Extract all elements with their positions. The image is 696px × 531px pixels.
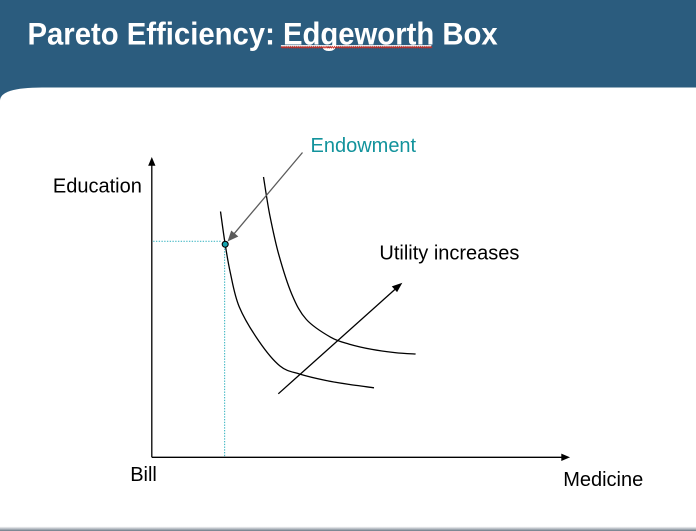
svg-text:Education: Education bbox=[53, 176, 142, 198]
svg-text:Endowment: Endowment bbox=[311, 135, 417, 157]
svg-text:Utility increases: Utility increases bbox=[379, 243, 519, 265]
svg-text:Bill: Bill bbox=[130, 464, 157, 486]
svg-text:Medicine: Medicine bbox=[563, 469, 643, 491]
